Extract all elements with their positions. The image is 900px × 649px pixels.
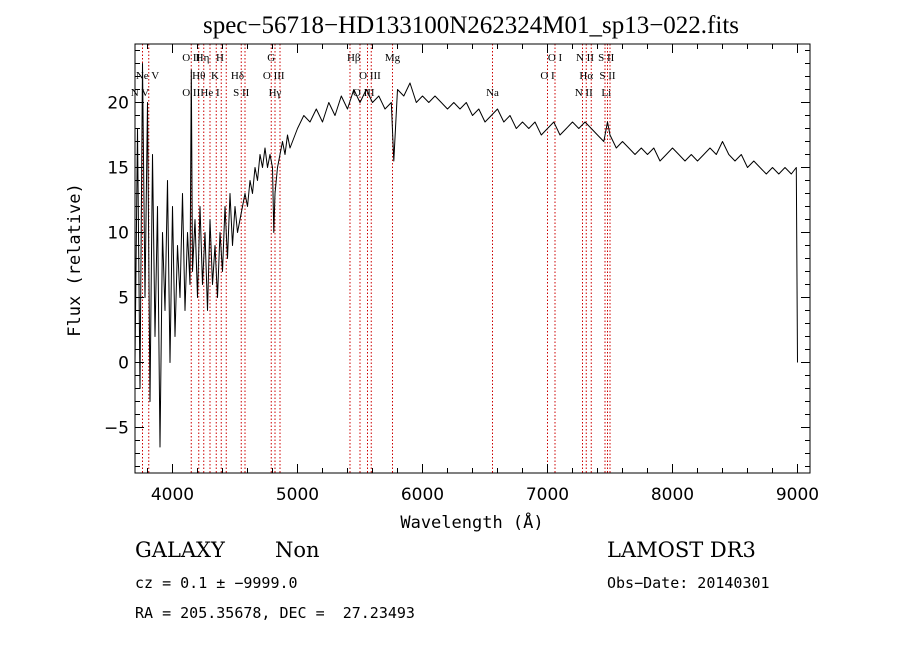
plot-frame: [134, 43, 811, 474]
object-subclass: Non: [275, 538, 320, 562]
y-tick-label-5: 20: [107, 94, 129, 114]
spectral-line-label-9: He I: [200, 87, 220, 99]
spectral-line-label-11: G: [267, 52, 275, 64]
survey-name: LAMOST DR3: [607, 538, 756, 562]
spectral-line-label-23: Hα: [579, 70, 593, 82]
object-type: GALAXY: [135, 538, 225, 562]
x-tick-label-6000: 6000: [401, 485, 444, 505]
spectral-line-label-4: H: [216, 52, 224, 64]
coordinates: RA = 205.35678, DEC = 27.23493: [135, 604, 415, 622]
y-axis-label: Flux (relative): [65, 183, 85, 337]
x-tick-label-7000: 7000: [526, 485, 569, 505]
spectral-line-markers: [142, 44, 611, 473]
spectral-line-label-5: Hθ: [192, 70, 205, 82]
spectral-line-label-21: S II: [598, 52, 615, 64]
spectral-line-label-25: N II: [575, 87, 593, 99]
spectral-line-label-2: O II: [182, 52, 200, 64]
spectral-line-label-20: N II: [576, 52, 594, 64]
spectral-line-label-1: N V: [131, 87, 149, 99]
redshift-cz: cz = 0.1 ± −9999.0: [135, 574, 298, 592]
y-tick-label-1: 0: [118, 354, 129, 374]
spectral-line-label-26: Li: [601, 87, 611, 99]
spectrum-series: [134, 63, 798, 448]
observation-date: Obs−Date: 20140301: [607, 574, 770, 592]
x-tick-label-8000: 8000: [651, 485, 694, 505]
y-axis-ticks: −5 0 5 10 15 20: [104, 50, 810, 467]
spectral-line-label-3: Hη: [196, 52, 210, 64]
spectral-line-label-10: S II: [233, 87, 250, 99]
x-tick-label-4000: 4000: [151, 485, 194, 505]
spectral-line-label-6: K: [211, 70, 219, 82]
spectral-line-label-12: O III: [263, 70, 285, 82]
x-tick-label-5000: 5000: [276, 485, 319, 505]
spectral-line-label-13: Hγ: [269, 87, 282, 99]
spectral-line-label-7: Hδ: [231, 70, 244, 82]
y-tick-label-0: −5: [104, 419, 129, 439]
spectral-line-label-17: O III: [353, 87, 375, 99]
x-axis-label: Wavelength (Å): [400, 511, 543, 533]
spectral-line-label-22: O I: [540, 70, 555, 82]
spectral-line-label-15: Mg: [385, 52, 401, 64]
spectral-line-label-24: S II: [599, 70, 616, 82]
x-tick-label-9000: 9000: [776, 485, 819, 505]
spectrum-line-0: [134, 63, 798, 448]
chart-title: spec−56718−HD133100N262324M01_sp13−022.f…: [203, 12, 739, 39]
y-tick-label-3: 10: [107, 224, 129, 244]
y-tick-label-2: 5: [118, 289, 129, 309]
y-tick-label-4: 15: [107, 159, 129, 179]
spectral-line-label-14: Hβ: [347, 52, 361, 64]
spectral-line-label-0: Ne V: [136, 70, 159, 82]
spectral-line-label-18: Na: [486, 87, 499, 99]
spectral-line-label-19: O I: [548, 52, 563, 64]
spectral-line-label-16: O III: [359, 70, 381, 82]
x-axis-ticks: 4000 5000 6000 7000 8000 9000: [147, 44, 819, 505]
